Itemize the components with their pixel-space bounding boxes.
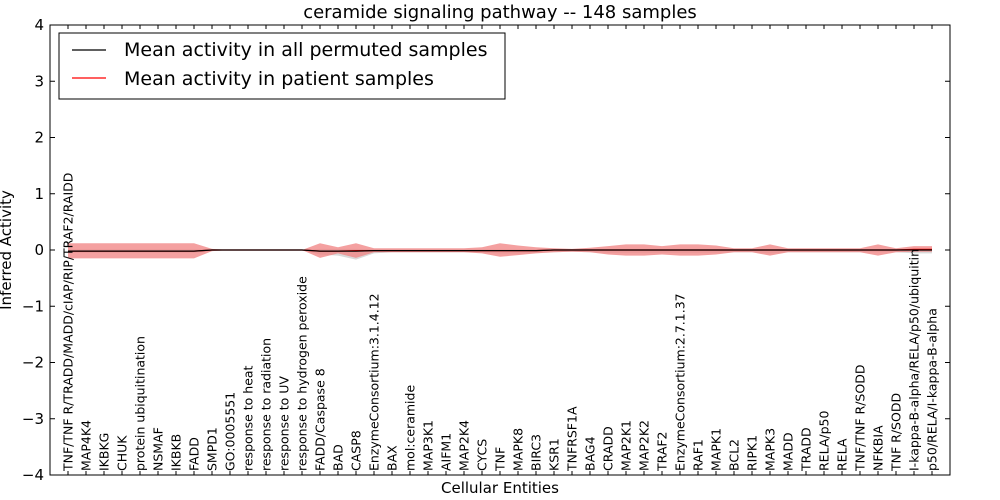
x-tick-label: response to hydrogen peroxide: [295, 276, 310, 471]
x-tick-label: NFKBIA: [871, 425, 886, 471]
x-tick-label: MAP3K1: [421, 420, 436, 471]
y-tick-label: 4: [34, 16, 44, 34]
y-tick-label: 0: [34, 241, 44, 259]
y-tick-label: 2: [34, 129, 44, 147]
y-tick-label: −3: [22, 410, 44, 428]
x-tick-label: EnzymeConsortium:2.7.1.37: [673, 293, 688, 471]
x-tick-label: EnzymeConsortium:3.1.4.12: [367, 293, 382, 471]
y-tick-label: −1: [22, 297, 44, 315]
legend: Mean activity in all permuted samples Me…: [58, 32, 506, 100]
x-tick-label: RELA: [835, 438, 850, 471]
y-tick-label: 1: [34, 185, 44, 203]
axes: TNF/TNF R/TRADD/MADD/cIAP/RIP/TRAF2/RAID…: [22, 16, 951, 484]
chart-title: ceramide signaling pathway -- 148 sample…: [303, 2, 697, 23]
x-tick-label: BAG4: [583, 436, 598, 471]
x-tick-label: SMPD1: [205, 427, 220, 471]
line-permuted: [68, 249, 932, 252]
x-tick-label: AIFM1: [439, 433, 454, 471]
x-tick-label: TRAF2: [655, 431, 670, 472]
x-tick-label: BCL2: [727, 439, 742, 471]
x-tick-label: response to heat: [241, 365, 256, 471]
x-tick-label: MAP2K4: [457, 420, 472, 471]
plot-frame: [49, 24, 951, 476]
x-tick-label: IKBKB: [169, 434, 184, 471]
x-tick-label: RAF1: [691, 439, 706, 471]
legend-label-permuted: Mean activity in all permuted samples: [124, 39, 487, 61]
x-tick-label: CASP8: [349, 430, 364, 471]
x-axis-label: Cellular Entities: [441, 479, 559, 497]
x-tick-label: MAPK1: [709, 428, 724, 471]
x-tick-label: response to radiation: [259, 338, 274, 471]
x-tick-label: BAD: [331, 444, 346, 471]
x-tick-label: RIPK1: [745, 435, 760, 471]
x-tick-label: CHUK: [115, 435, 130, 471]
x-tick-label: FADD/Caspase 8: [313, 368, 328, 471]
x-tick-label: I-kappa-B-alpha/RELA/p50/ubiquitin: [907, 249, 922, 471]
x-tick-label: TNF/TNF R/TRADD/MADD/cIAP/RIP/TRAF2/RAID…: [61, 173, 76, 472]
x-tick-label: CYCS: [475, 439, 490, 471]
x-tick-label: TRADD: [799, 427, 814, 472]
x-tick-label: IKBKG: [97, 433, 112, 471]
x-tick-label: GO:0005551: [223, 392, 238, 471]
x-tick-label: TNF: [493, 447, 508, 472]
x-tick-label: RELA/p50: [817, 411, 832, 471]
y-tick-label: −2: [22, 354, 44, 372]
legend-label-patient: Mean activity in patient samples: [124, 68, 434, 90]
legend-box: [58, 32, 506, 100]
x-tick-label: FADD: [187, 437, 202, 471]
x-tick-label: response to UV: [277, 376, 292, 471]
x-tick-label: p50/RELA/I-kappa-B-alpha: [925, 308, 940, 471]
x-tick-label: CRADD: [601, 426, 616, 471]
x-tick-label: KSR1: [547, 438, 562, 471]
x-tick-label: BAX: [385, 445, 400, 471]
x-tick-label: MAP2K1: [619, 420, 634, 471]
x-tick-label: BIRC3: [529, 434, 544, 471]
x-tick-label: MAP4K4: [79, 420, 94, 471]
x-tick-label: TNFRSF1A: [565, 406, 580, 472]
x-tick-label: MAP2K2: [637, 420, 652, 471]
x-tick-label: NSMAF: [151, 427, 166, 471]
plot-area: [68, 243, 932, 260]
x-tick-label: protein ubiquitination: [133, 336, 148, 471]
x-tick-label: MAPK8: [511, 428, 526, 471]
y-tick-label: −4: [22, 466, 44, 484]
x-tick-label: TNF R/SODD: [889, 393, 904, 472]
y-axis-label: Inferred Activity: [0, 190, 15, 310]
x-tick-label: MAPK3: [763, 428, 778, 471]
y-tick-label: 3: [34, 72, 44, 90]
x-tick-label: MADD: [781, 432, 796, 471]
x-tick-label: TNF/TNF R/SODD: [853, 365, 868, 472]
x-tick-label: mol:ceramide: [403, 385, 418, 471]
